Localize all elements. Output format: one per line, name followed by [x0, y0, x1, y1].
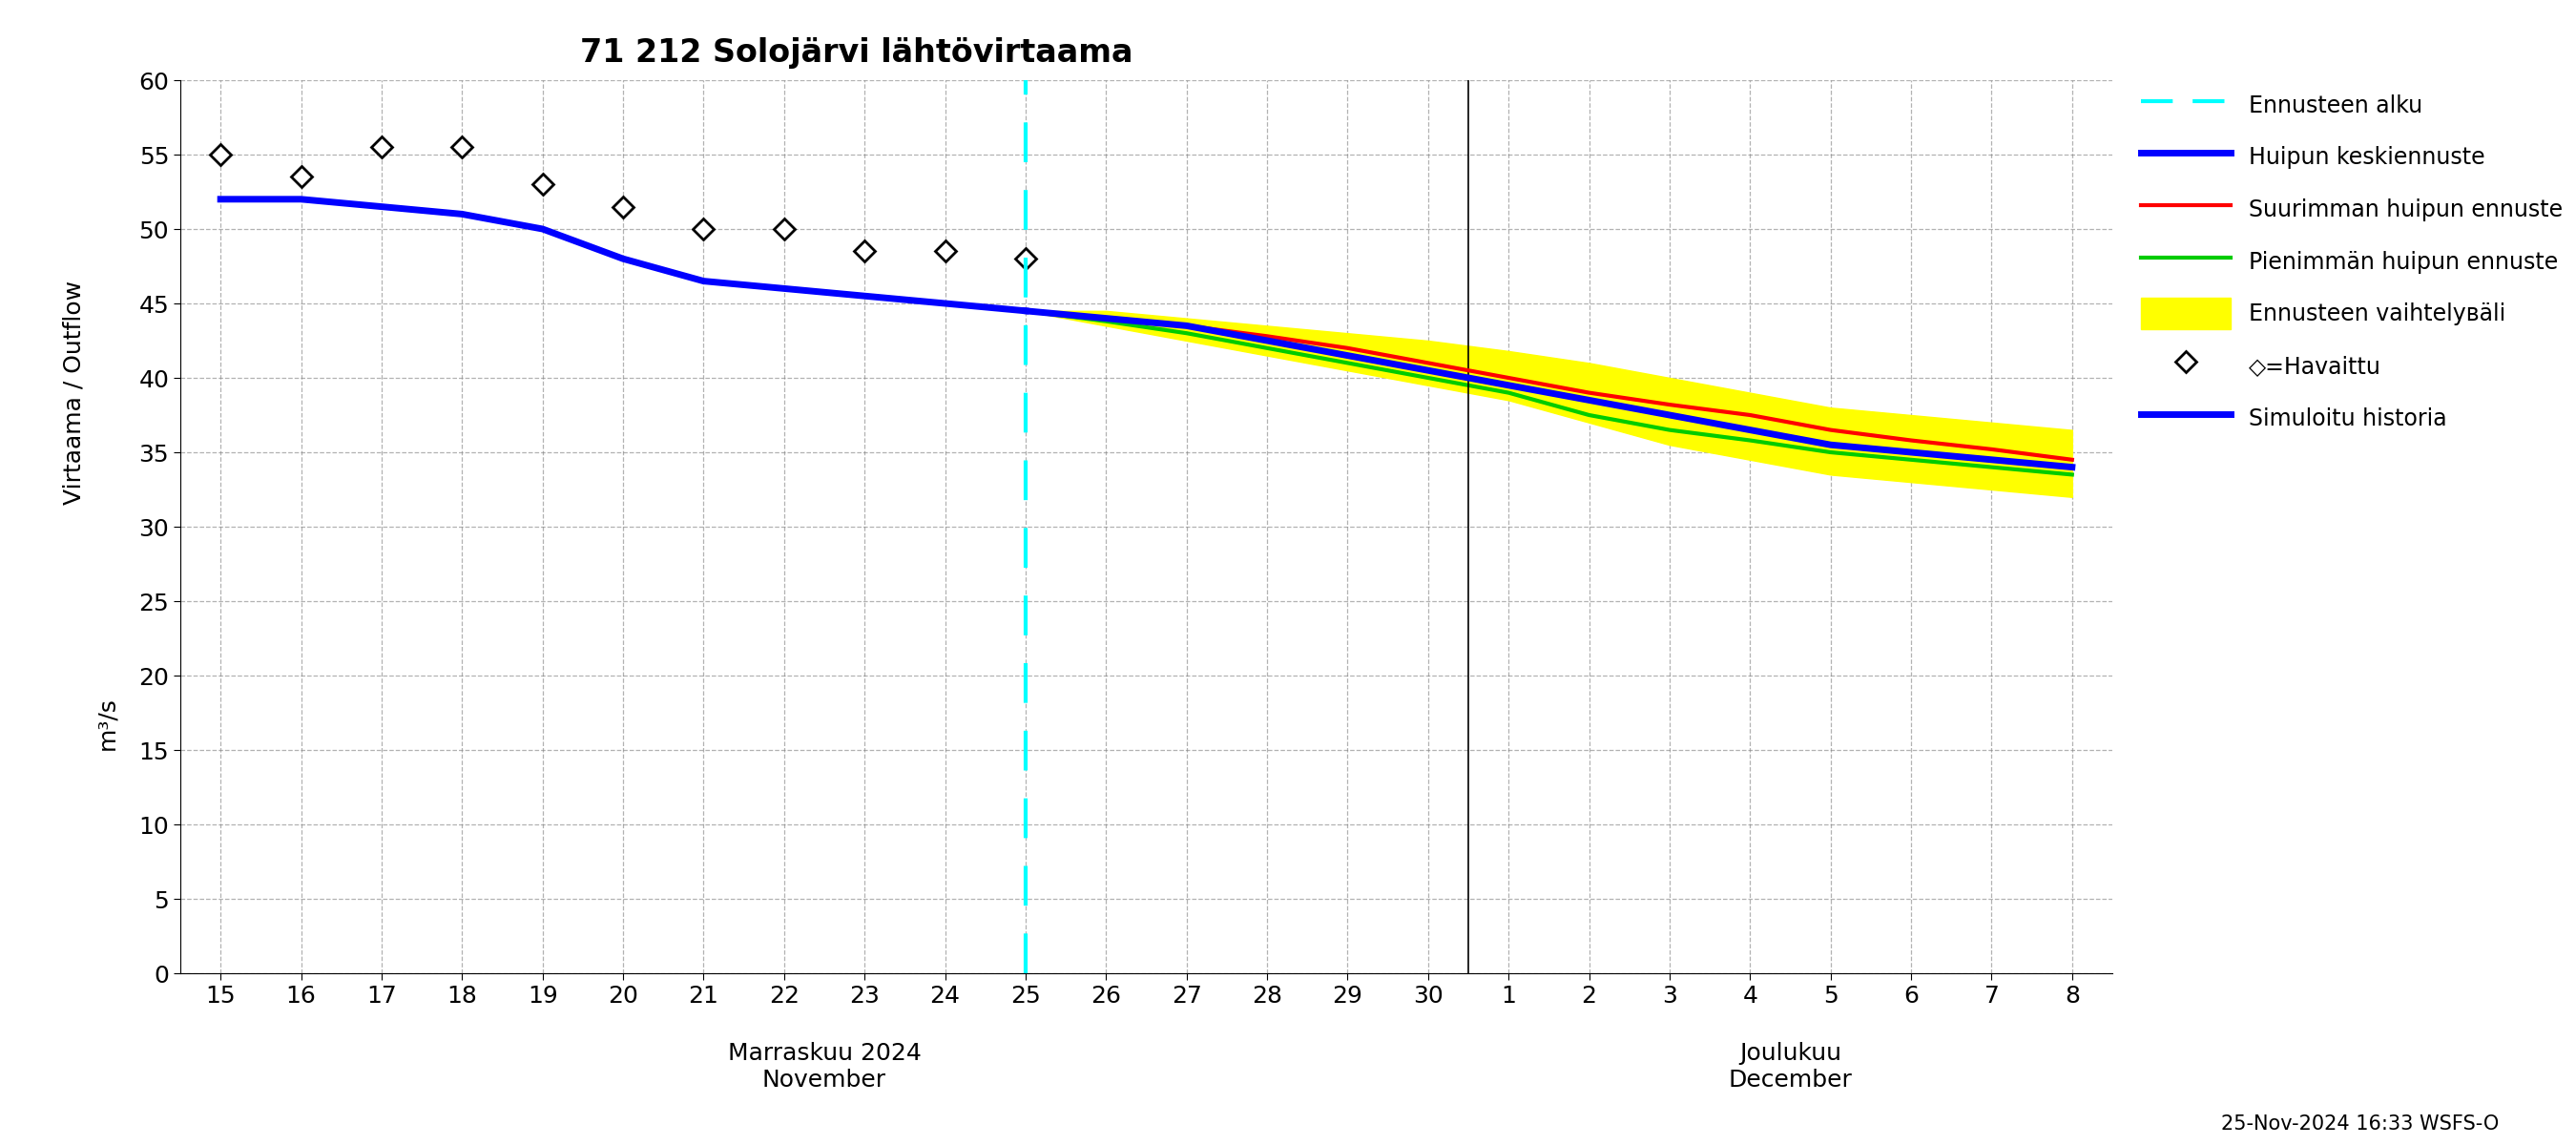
Text: m³/s: m³/s [95, 696, 118, 750]
Text: Virtaama / Outflow: Virtaama / Outflow [62, 281, 85, 505]
Text: Joulukuu
December: Joulukuu December [1728, 1042, 1852, 1091]
Text: 25-Nov-2024 16:33 WSFS-O: 25-Nov-2024 16:33 WSFS-O [2221, 1114, 2499, 1134]
Title: 71 212 Solojärvi lähtövirtaama: 71 212 Solojärvi lähtövirtaama [580, 37, 1133, 69]
Legend: Ennusteen alku, Huipun keskiennuste, Suurimman huipun ennuste, Pienimmän huipun : Ennusteen alku, Huipun keskiennuste, Suu… [2133, 80, 2571, 443]
Text: Marraskuu 2024
November: Marraskuu 2024 November [726, 1042, 922, 1091]
